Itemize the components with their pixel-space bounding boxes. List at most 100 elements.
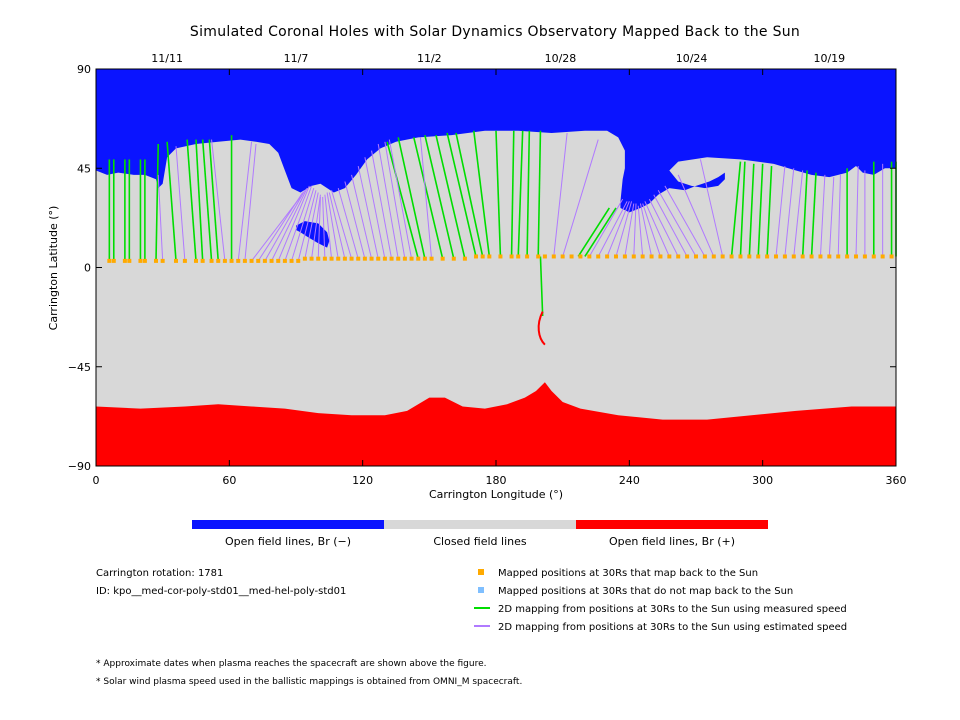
footpoint-94 bbox=[871, 254, 876, 259]
top-date-label-3: 10/28 bbox=[545, 52, 577, 65]
footpoint-69 bbox=[649, 254, 654, 259]
measured-line-25 bbox=[537, 130, 542, 257]
footpoint-82 bbox=[765, 254, 770, 259]
footpoint-18 bbox=[249, 258, 254, 263]
colorbar-label-open-positive: Open field lines, Br (+) bbox=[609, 535, 735, 548]
measured-line-27 bbox=[577, 207, 611, 257]
measured-line-13 bbox=[386, 141, 419, 259]
footpoint-53 bbox=[509, 254, 514, 259]
footpoint-9 bbox=[182, 258, 187, 263]
footnote-dates: * Approximate dates when plasma reaches … bbox=[96, 659, 487, 669]
footpoint-40 bbox=[396, 256, 401, 261]
footpoint-71 bbox=[667, 254, 672, 259]
estimated-line-22 bbox=[344, 181, 366, 259]
estimated-line-8 bbox=[271, 187, 308, 262]
estimated-line-1 bbox=[175, 146, 186, 261]
measured-line-8 bbox=[186, 139, 197, 261]
info-block: Carrington rotation: 1781 ID: kpo__med-c… bbox=[96, 568, 346, 597]
x-tick-label-4: 240 bbox=[619, 474, 640, 487]
measured-line-18 bbox=[446, 132, 477, 257]
measured-line-21 bbox=[495, 130, 502, 257]
measured-line-6 bbox=[155, 143, 160, 261]
footpoint-70 bbox=[658, 254, 663, 259]
footpoint-35 bbox=[362, 256, 367, 261]
footpoint-0 bbox=[107, 258, 112, 263]
estimated-line-30 bbox=[419, 137, 433, 259]
estimated-line-12 bbox=[297, 190, 317, 262]
legend-marker-mapped bbox=[478, 569, 484, 575]
footpoint-51 bbox=[487, 254, 492, 259]
measured-line-24 bbox=[526, 130, 531, 257]
footpoint-31 bbox=[336, 256, 341, 261]
footpoint-12 bbox=[209, 258, 214, 263]
measured-line-11 bbox=[208, 139, 220, 261]
axes: 0 60 120 180 240 300 360 90 45 0 −45 −90 bbox=[68, 63, 907, 487]
footpoint-19 bbox=[256, 258, 261, 263]
footpoint-85 bbox=[791, 254, 796, 259]
footpoint-57 bbox=[542, 254, 547, 259]
estimated-line-32 bbox=[562, 139, 599, 257]
measured-line-35 bbox=[810, 172, 817, 257]
measured-line-9 bbox=[195, 139, 204, 261]
legend-marker-unmapped bbox=[478, 587, 484, 593]
footpoint-28 bbox=[316, 256, 321, 261]
estimated-line-20 bbox=[331, 190, 353, 259]
estimated-line-41 bbox=[642, 203, 661, 257]
footpoint-10 bbox=[194, 258, 198, 263]
carrington-rotation: Carrington rotation: 1781 bbox=[96, 568, 223, 579]
estimated-line-2 bbox=[211, 139, 226, 261]
estimated-line-35 bbox=[606, 201, 630, 257]
measured-line-16 bbox=[424, 134, 455, 259]
footpoint-74 bbox=[694, 254, 698, 259]
footpoint-54 bbox=[516, 254, 521, 259]
estimated-line-13 bbox=[304, 192, 319, 259]
footpoint-39 bbox=[389, 256, 394, 261]
footpoint-16 bbox=[236, 258, 241, 263]
red-mapping-trace bbox=[537, 311, 546, 346]
estimated-line-46 bbox=[664, 185, 706, 257]
measured-line-20 bbox=[472, 130, 491, 257]
measured-line-30 bbox=[739, 161, 746, 257]
legend-label-unmapped: Mapped positions at 30Rs that do not map… bbox=[498, 586, 793, 597]
footpoint-92 bbox=[854, 254, 858, 259]
top-date-label-4: 10/24 bbox=[676, 52, 708, 65]
footpoint-52 bbox=[498, 254, 503, 259]
estimated-line-40 bbox=[639, 203, 653, 257]
footpoint-14 bbox=[222, 258, 227, 263]
footpoint-15 bbox=[229, 258, 234, 263]
footpoint-34 bbox=[356, 256, 361, 261]
colorbar-closed bbox=[384, 520, 576, 529]
top-date-label-2: 11/2 bbox=[417, 52, 442, 65]
footpoint-13 bbox=[216, 258, 221, 263]
y-tick-label-4: −90 bbox=[68, 460, 91, 473]
footpoint-21 bbox=[269, 258, 274, 263]
y-tick-label-0: 90 bbox=[77, 63, 91, 76]
footpoint-90 bbox=[836, 254, 841, 259]
measured-line-15 bbox=[412, 137, 444, 259]
measured-line-7 bbox=[166, 141, 177, 261]
footpoint-29 bbox=[322, 256, 327, 261]
x-axis-label: Carrington Longitude (°) bbox=[429, 488, 563, 501]
footpoint-42 bbox=[409, 256, 414, 261]
estimated-line-27 bbox=[377, 143, 399, 259]
footpoint-11 bbox=[200, 258, 205, 263]
estimated-line-15 bbox=[317, 196, 321, 259]
estimated-line-43 bbox=[648, 198, 679, 257]
model-id: ID: kpo__med-cor-poly-std01__med-hel-pol… bbox=[96, 586, 346, 597]
footpoint-49 bbox=[474, 254, 478, 259]
footpoint-73 bbox=[685, 254, 690, 259]
footpoint-30 bbox=[329, 256, 334, 261]
footpoint-48 bbox=[462, 256, 467, 261]
footpoint-61 bbox=[578, 254, 583, 259]
footpoint-27 bbox=[309, 256, 314, 261]
measured-line-26 bbox=[539, 256, 544, 317]
footpoint-91 bbox=[845, 254, 850, 259]
footpoint-5 bbox=[142, 258, 147, 263]
estimated-line-52 bbox=[819, 174, 826, 257]
mapping-lines bbox=[108, 130, 897, 317]
footpoint-43 bbox=[416, 256, 421, 261]
footpoint-33 bbox=[349, 256, 354, 261]
footpoint-86 bbox=[800, 254, 805, 259]
footpoints bbox=[107, 254, 894, 263]
footpoint-63 bbox=[596, 254, 601, 259]
